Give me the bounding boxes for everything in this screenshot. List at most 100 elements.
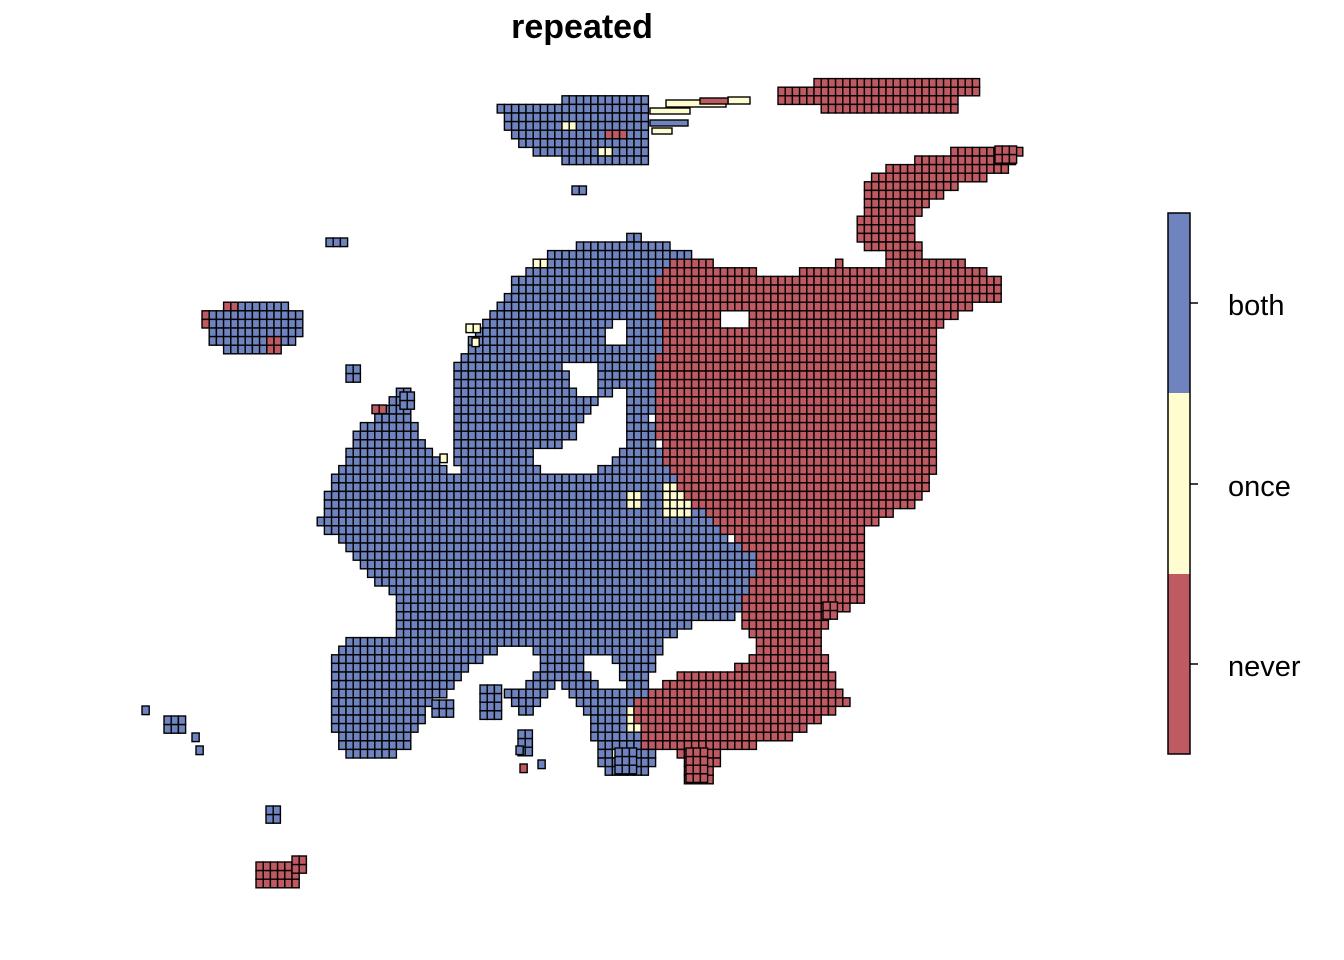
grid-cell-both — [417, 662, 426, 673]
grid-cell-never — [654, 731, 664, 742]
grid-cell-both — [510, 129, 520, 140]
grid-cell-never — [748, 439, 758, 450]
grid-cell-both — [647, 473, 657, 484]
grid-cell-both — [626, 353, 635, 364]
grid-cell-never — [784, 568, 794, 579]
grid-cell-never — [726, 473, 736, 484]
grid-cell-both — [537, 759, 546, 770]
grid-cell-both — [510, 516, 520, 527]
grid-cell-never — [726, 335, 736, 346]
grid-cell-never — [676, 387, 686, 398]
grid-cell-both — [604, 559, 614, 570]
grid-cell-never — [928, 292, 938, 303]
grid-cell-both — [611, 705, 621, 716]
grid-cell-both — [518, 568, 527, 579]
grid-cell-both — [575, 482, 585, 493]
grid-cell-never — [690, 731, 700, 742]
grid-cell-never — [885, 370, 894, 381]
grid-cell-both — [381, 697, 390, 708]
grid-cell-never — [899, 275, 909, 286]
grid-cell-both — [345, 490, 354, 501]
grid-cell-both — [381, 671, 390, 682]
grid-cell-never — [921, 86, 930, 97]
grid-cell-never — [755, 464, 765, 475]
grid-cell-both — [597, 757, 606, 768]
grid-cell-both — [532, 593, 542, 604]
grid-cell-never — [856, 387, 866, 398]
grid-cell-both — [445, 699, 455, 710]
grid-cell-never — [870, 224, 880, 235]
grid-cell-both — [402, 421, 412, 432]
grid-cell-both — [640, 327, 650, 338]
grid-cell-never — [942, 284, 952, 295]
grid-cell-both — [575, 628, 585, 639]
grid-cell-both — [575, 542, 585, 553]
grid-cell-both — [575, 404, 585, 415]
grid-cell-both — [374, 490, 383, 501]
grid-cell-both — [482, 439, 491, 450]
grid-cell-never — [784, 361, 794, 372]
grid-cell-never — [784, 550, 794, 561]
grid-cell-never — [698, 370, 707, 381]
grid-cell-never — [914, 172, 923, 183]
grid-cell-both — [251, 310, 261, 321]
grid-cell-never — [734, 516, 743, 527]
grid-cell-never — [748, 318, 758, 329]
grid-cell-both — [474, 533, 484, 544]
grid-cell-both — [626, 593, 635, 604]
grid-cell-never — [813, 705, 822, 716]
grid-cell-both — [489, 456, 498, 467]
grid-cell-both — [568, 516, 578, 527]
grid-cell-never — [712, 671, 722, 682]
grid-cell-both — [705, 568, 714, 579]
grid-cell-both — [546, 327, 556, 338]
grid-cell-both — [265, 805, 274, 816]
grid-cell-never — [834, 292, 844, 303]
grid-cell-both — [647, 464, 657, 475]
grid-cell-both — [359, 731, 369, 742]
grid-cell-both — [633, 533, 642, 544]
grid-cell-both — [482, 568, 491, 579]
grid-cell-never — [741, 370, 750, 381]
grid-cell-both — [503, 636, 513, 647]
grid-cell-never — [935, 267, 945, 278]
grid-cell-never — [856, 447, 866, 458]
grid-cell-never — [849, 593, 858, 604]
grid-cell-both — [539, 396, 549, 407]
grid-cell-both — [191, 732, 200, 743]
grid-cell-never — [770, 490, 779, 501]
grid-cell-never — [921, 275, 930, 286]
grid-cell-both — [633, 344, 642, 355]
grid-cell-both — [575, 568, 585, 579]
grid-cell-never — [705, 473, 714, 484]
grid-cell-never — [971, 86, 981, 97]
grid-cell-both — [446, 662, 455, 673]
grid-cell-both — [395, 499, 405, 510]
grid-cell-never — [770, 550, 779, 561]
grid-cell-never — [683, 705, 693, 716]
grid-cell-both — [402, 473, 412, 484]
grid-cell-both — [532, 421, 542, 432]
grid-cell-both — [395, 645, 405, 656]
grid-cell-both — [734, 559, 743, 570]
grid-cell-never — [791, 361, 801, 372]
grid-cell-never — [914, 473, 923, 484]
grid-cell-both — [453, 645, 462, 656]
grid-cell-never — [827, 284, 837, 295]
grid-cell-both — [244, 335, 254, 346]
grid-cell-never — [741, 301, 750, 312]
grid-cell-never — [971, 146, 981, 157]
grid-cell-both — [474, 378, 484, 389]
grid-cell-both — [352, 447, 362, 458]
grid-cell-both — [467, 447, 477, 458]
grid-cell-never — [712, 378, 722, 389]
grid-cell-never — [755, 404, 765, 415]
grid-cell-never — [878, 198, 887, 209]
grid-cell-never — [842, 310, 851, 321]
grid-cell-both — [208, 327, 218, 338]
grid-cell-never — [698, 671, 707, 682]
grid-cell-never — [662, 740, 671, 751]
grid-cell-never — [748, 292, 758, 303]
grid-cell-never — [935, 284, 945, 295]
grid-cell-never — [770, 499, 779, 510]
